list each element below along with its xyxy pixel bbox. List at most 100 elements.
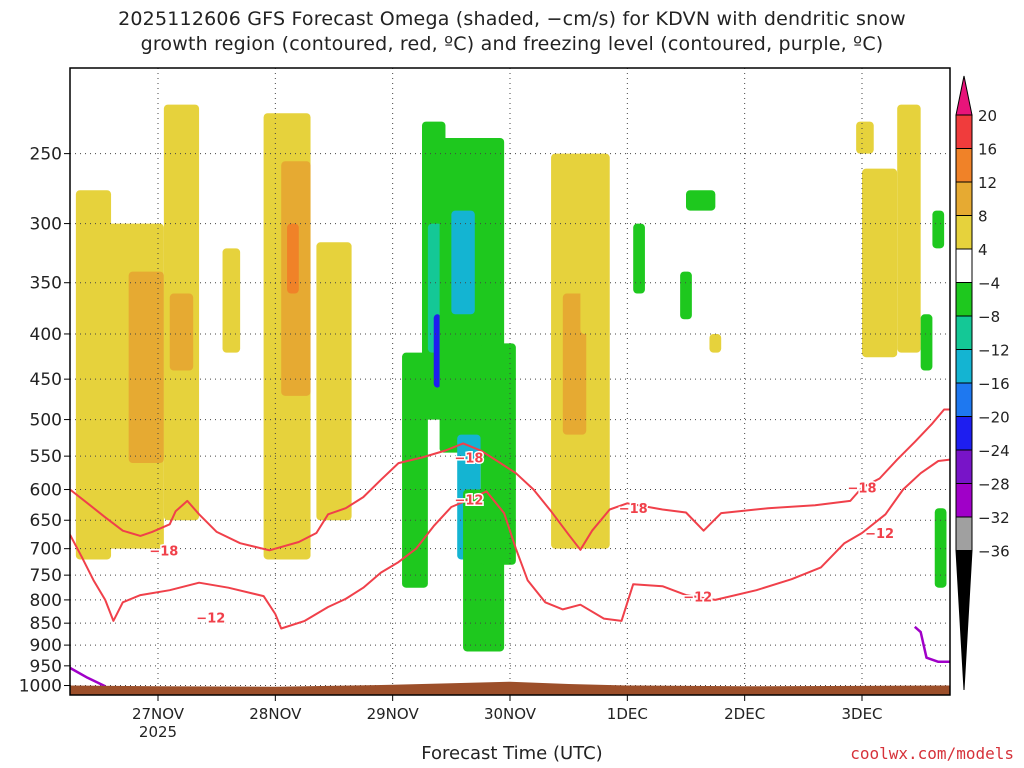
legend-label: −32 <box>978 509 1010 527</box>
legend-label: 8 <box>978 208 988 226</box>
y-tick-label: 650 <box>30 511 62 531</box>
legend-swatch <box>955 248 973 283</box>
legend-label: 4 <box>978 241 988 259</box>
omega-patch <box>680 271 692 320</box>
y-tick-label: 300 <box>30 215 62 235</box>
legend-swatch <box>955 215 973 250</box>
y-tick-label: 700 <box>30 540 62 560</box>
x-tick-label: 3DEC <box>841 705 882 723</box>
legend-label: −28 <box>978 476 1010 494</box>
legend-label: −8 <box>978 308 1000 326</box>
omega-patch <box>316 242 352 521</box>
y-tick-label: 900 <box>30 636 62 656</box>
omega-patch <box>128 271 164 464</box>
omega-patch <box>451 210 475 315</box>
contour-label: −18 <box>619 502 648 517</box>
legend-label: −24 <box>978 442 1010 460</box>
freezing-level-contour <box>913 625 950 664</box>
x-tick-label: 1DEC <box>607 705 648 723</box>
y-tick-label: 550 <box>30 447 62 467</box>
omega-patch <box>402 352 428 588</box>
x-tick-label: 29NOV <box>367 705 420 723</box>
x-axis-title: Forecast Time (UTC) <box>421 743 603 764</box>
x-tick-label: 28NOV <box>249 705 302 723</box>
omega-patch <box>867 260 880 305</box>
legend-swatch <box>955 416 973 451</box>
y-axis: 2503003504004505005506006507007508008509… <box>19 145 70 697</box>
legend-swatch <box>955 483 973 518</box>
omega-patch <box>920 314 933 371</box>
dgz-contour <box>70 458 950 630</box>
y-tick-label: 850 <box>30 614 62 634</box>
source-credit[interactable]: coolwx.com/models <box>850 744 1014 763</box>
omega-patch <box>862 168 898 358</box>
contour-label: −18 <box>848 482 877 497</box>
x-tick-label: 30NOV <box>484 705 537 723</box>
y-tick-label: 800 <box>30 591 62 611</box>
color-legend: 20 16 12 8 4 −4 −8 −12 −16 −20 −24 −28 −32 −36 <box>955 75 1010 691</box>
contour-label: −12 <box>865 527 894 542</box>
contour-label: −18 <box>149 544 178 559</box>
y-tick-label: 1000 <box>19 677 62 697</box>
omega-patch <box>709 333 722 353</box>
x-tick-label: 2DEC <box>724 705 765 723</box>
x-tick-sublabel: 2025 <box>139 723 177 741</box>
legend-swatch <box>955 315 973 350</box>
omega-patch <box>633 223 645 294</box>
legend-swatch <box>955 114 973 149</box>
legend-swatch <box>955 282 973 317</box>
omega-patch <box>686 190 716 211</box>
y-tick-label: 500 <box>30 411 62 431</box>
y-tick-label: 400 <box>30 325 62 345</box>
plot-grid <box>70 68 950 695</box>
contour-label: −18 <box>454 452 483 467</box>
omega-patch <box>897 104 921 353</box>
ground-layer <box>70 681 950 695</box>
legend-swatch <box>955 449 973 484</box>
omega-patch <box>433 314 441 388</box>
omega-patch <box>580 260 604 334</box>
legend-label: 12 <box>978 174 997 192</box>
legend-swatch <box>955 382 973 417</box>
ground-area <box>70 681 950 695</box>
omega-shading <box>75 104 947 652</box>
legend-swatch <box>955 148 973 183</box>
legend-label: −20 <box>978 409 1010 427</box>
chart-title-line1: 2025112606 GFS Forecast Omega (shaded, −… <box>118 8 906 30</box>
legend-swatch <box>955 181 973 216</box>
omega-patch <box>932 210 945 249</box>
legend-label: −4 <box>978 275 1000 293</box>
contour-label-layer: −18 −18 −18 −18 −12 −12 −12 −12 <box>148 450 896 628</box>
legend-label: −16 <box>978 375 1010 393</box>
contour-layer <box>70 408 950 688</box>
contour-label: −12 <box>683 591 712 606</box>
contour-label: −12 <box>196 611 225 626</box>
y-tick-label: 950 <box>30 657 62 677</box>
legend-swatch <box>955 516 973 551</box>
y-tick-label: 750 <box>30 566 62 586</box>
omega-patch <box>934 508 947 588</box>
omega-patch <box>222 248 241 353</box>
legend-label: 16 <box>978 141 997 159</box>
legend-label: −12 <box>978 342 1010 360</box>
y-tick-label: 600 <box>30 481 62 501</box>
x-tick-label: 27NOV <box>132 705 185 723</box>
y-tick-label: 350 <box>30 274 62 294</box>
legend-label: 20 <box>978 107 997 125</box>
omega-patch <box>75 190 112 560</box>
legend-arrow-top <box>955 75 973 116</box>
legend-arrow-bottom <box>955 550 973 691</box>
omega-patch <box>287 223 299 294</box>
dgz-contour <box>70 408 950 552</box>
contour-label: −12 <box>454 494 483 509</box>
y-tick-label: 450 <box>30 370 62 390</box>
legend-swatch <box>955 349 973 384</box>
chart-title-line2: growth region (contoured, red, ºC) and f… <box>140 33 884 55</box>
omega-patch <box>169 293 194 371</box>
legend-label: −36 <box>978 543 1010 561</box>
omega-patch <box>856 121 874 154</box>
freezing-level-contour <box>70 666 106 688</box>
omega-patch <box>480 343 516 565</box>
